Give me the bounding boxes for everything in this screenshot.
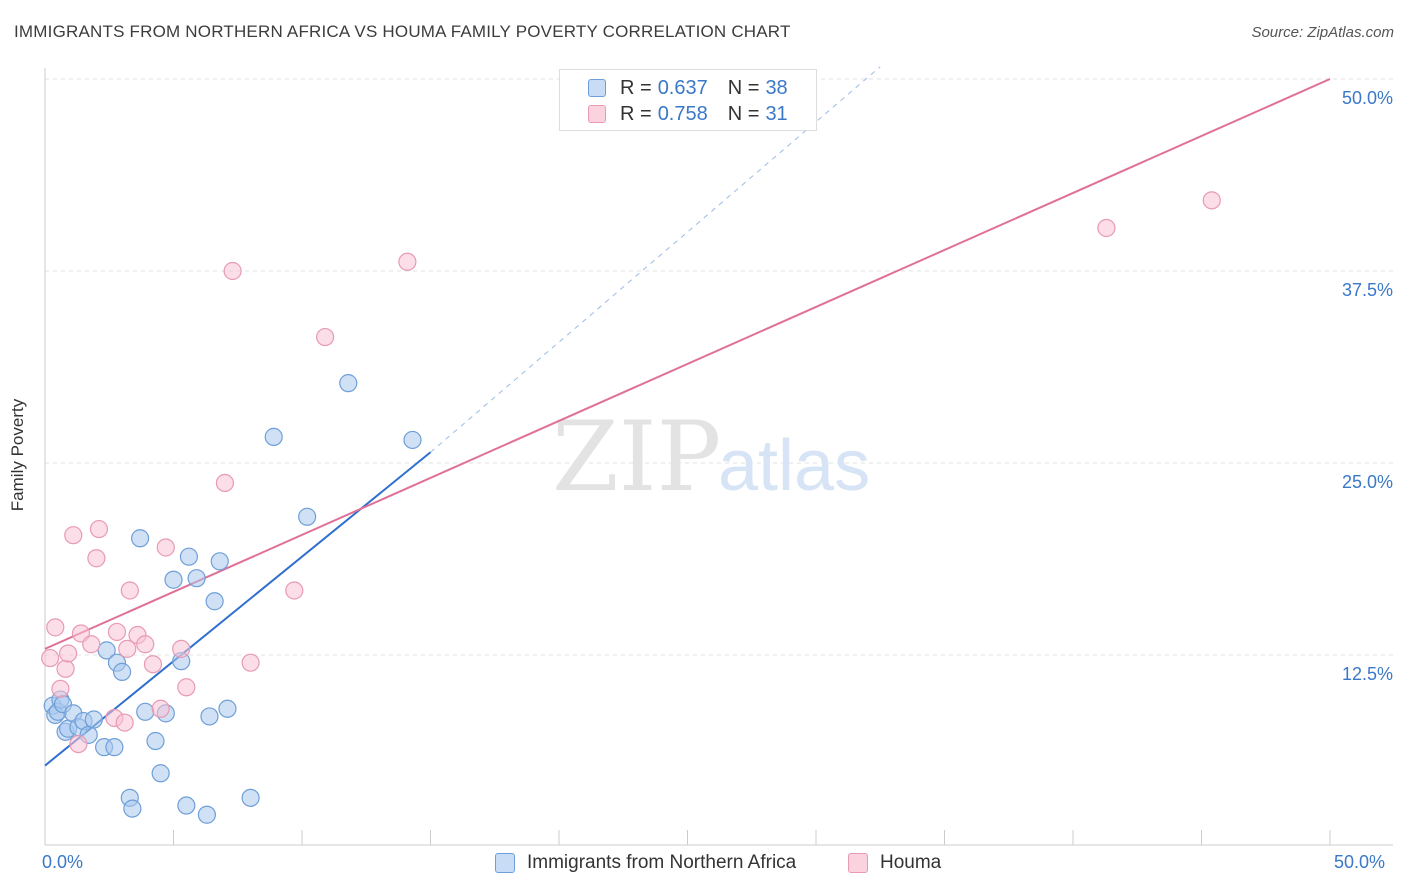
point-immigrants [177,796,196,815]
point-houma [143,655,163,674]
point-houma [151,699,170,718]
x-tick-label-max: 50.0% [1334,852,1386,872]
point-houma [87,549,106,568]
source-label: Source: ZipAtlas.com [1251,24,1394,41]
bottom-legend-immigrants: Immigrants from Northern Africa [495,852,796,874]
legend-swatch-immigrants [588,79,606,97]
point-houma [118,639,137,658]
bottom-legend-label-houma: Houma [880,852,942,873]
point-immigrants [84,710,103,729]
trendline-houma [44,78,1331,650]
point-immigrants [264,427,283,446]
point-immigrants [130,529,150,548]
point-houma [59,644,78,663]
legend-n-value: 31 [765,102,788,125]
point-immigrants [339,374,358,393]
legend-r-value: 0.637 [657,76,708,99]
bottom-legend-swatch-houma [848,853,868,873]
y-tick-label: 37.5% [1341,280,1393,300]
point-houma [1202,191,1221,210]
point-immigrants [179,547,199,566]
point-immigrants [105,738,124,757]
point-houma [223,261,242,281]
point-houma [107,622,127,642]
point-houma [56,659,75,678]
point-houma [172,639,191,658]
chart-title: IMMIGRANTS FROM NORTHERN AFRICA VS HOUMA… [14,22,791,41]
point-immigrants [210,552,229,571]
point-immigrants [200,707,219,726]
legend-n-label: N = [727,76,760,99]
point-houma [89,519,109,539]
watermark-atlas: atlas [718,426,870,506]
point-immigrants [136,702,155,721]
bottom-legend-swatch-immigrants [495,853,515,873]
point-immigrants [112,662,132,681]
legend-row-houma: R = 0.758 N = 31 [588,102,788,126]
point-houma [398,252,417,271]
point-houma [41,648,60,668]
point-immigrants [151,764,170,783]
watermark-zip: ZIP [552,401,721,513]
bottom-legend-label-immigrants: Immigrants from Northern Africa [527,852,797,873]
point-houma [285,581,304,600]
point-houma [177,678,196,697]
point-houma [51,679,70,698]
point-houma [82,635,101,654]
legend-swatch-houma [588,105,606,123]
legend-r-label: R = [620,102,652,125]
point-immigrants [146,731,165,751]
y-tick-label: 25.0% [1341,472,1393,492]
axes [44,68,1393,846]
point-immigrants [298,507,317,526]
point-houma [156,538,175,557]
gridlines [45,78,1393,656]
point-houma [241,653,260,672]
legend-r-value: 0.758 [657,102,708,125]
point-houma [120,581,139,600]
point-immigrants [218,699,237,718]
point-houma [316,327,335,347]
point-houma [115,713,134,732]
point-immigrants [403,430,422,450]
legend-n-label: N = [727,102,760,125]
point-immigrants [187,569,206,588]
point-immigrants [123,799,142,818]
y-tick-label: 12.5% [1341,664,1393,684]
point-houma [1097,218,1116,238]
y-tick-label: 50.0% [1341,88,1393,108]
point-houma [69,734,88,754]
bottom-legend-houma: Houma [848,852,941,874]
x-tick-label-min: 0.0% [42,852,84,872]
point-immigrants [97,641,116,660]
point-houma [46,618,65,637]
point-immigrants [164,570,183,589]
legend-n-value: 38 [765,76,788,99]
point-houma [64,526,83,545]
point-immigrants [241,788,260,807]
point-houma [136,635,155,654]
data-points [41,191,1221,824]
stats-legend: R = 0.637 N = 38 R = 0.758 N = 31 [559,69,817,131]
legend-r-label: R = [620,76,652,99]
point-houma [215,473,234,493]
legend-row-immigrants: R = 0.637 N = 38 [588,76,788,100]
point-immigrants [205,592,224,611]
point-immigrants [197,805,217,824]
